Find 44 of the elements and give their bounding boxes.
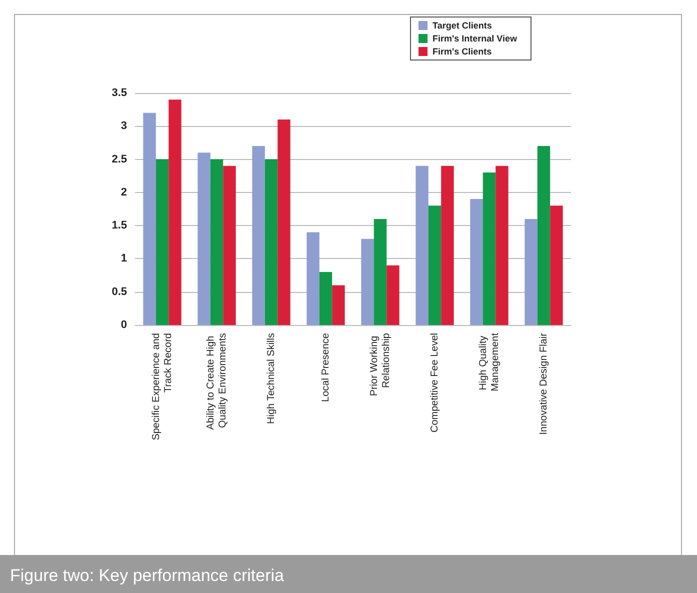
legend-label: Firm's Clients xyxy=(432,46,492,56)
y-tick-label: 0 xyxy=(120,319,127,331)
bar xyxy=(198,152,210,325)
y-tick-label: 2.5 xyxy=(112,153,127,166)
bar xyxy=(332,285,345,325)
bar xyxy=(210,159,224,325)
bar xyxy=(156,159,169,325)
bar xyxy=(482,172,496,325)
legend-label: Target Clients xyxy=(432,20,492,30)
x-tick-label: High Quality Management xyxy=(478,332,501,392)
y-tick-label: 1.5 xyxy=(112,220,127,232)
bar xyxy=(143,112,156,325)
bar xyxy=(524,218,538,325)
x-tick-label: Ability to Create High Quality Environments xyxy=(205,333,228,430)
bar xyxy=(168,100,182,325)
x-tick-label: Competitive Fee Level xyxy=(429,333,440,432)
legend-label: Firm's Internal View xyxy=(432,34,518,44)
bar xyxy=(264,159,278,325)
bar xyxy=(306,232,320,325)
bar xyxy=(416,166,428,325)
bar xyxy=(319,272,332,325)
x-tick-label: Prior Working Relationship xyxy=(368,332,392,396)
y-tick-label: 2 xyxy=(120,186,127,198)
x-tick-label: Specific Experience and Track Record xyxy=(150,333,174,440)
bar xyxy=(470,199,483,325)
y-tick-label: 3 xyxy=(120,120,127,132)
bar xyxy=(441,166,454,325)
bar xyxy=(278,120,290,325)
x-tick-label: High Technical Skills xyxy=(266,333,277,424)
bar xyxy=(428,206,442,325)
bar xyxy=(496,166,508,325)
bar xyxy=(537,146,550,325)
bar xyxy=(223,166,236,325)
bar xyxy=(252,146,265,325)
bar xyxy=(550,206,563,325)
x-tick-label: Innovative Design Flair xyxy=(538,332,550,435)
y-tick-label: 3.5 xyxy=(112,87,127,99)
bar xyxy=(361,238,374,325)
bar xyxy=(386,265,400,325)
bar xyxy=(374,218,387,325)
x-tick-label: Local Presence xyxy=(320,332,332,402)
text: Figure two: Key performance criteria xyxy=(0,555,697,593)
y-tick-label: 1 xyxy=(120,252,127,265)
y-tick-label: 0.5 xyxy=(112,286,127,298)
